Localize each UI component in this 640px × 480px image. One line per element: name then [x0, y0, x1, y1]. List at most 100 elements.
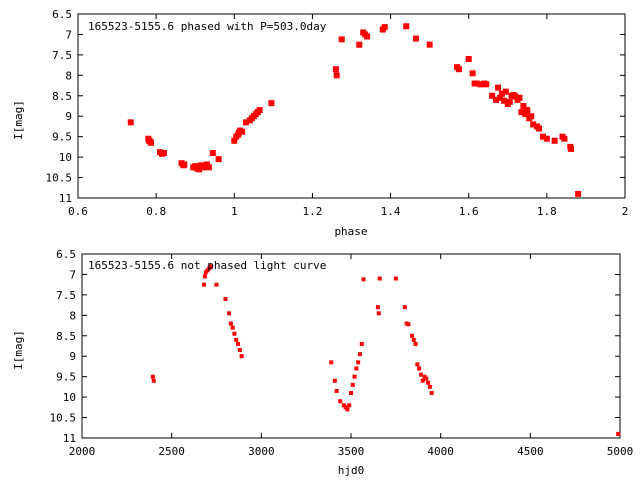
data-point	[234, 337, 239, 342]
y-tick-label: 6.5	[52, 8, 72, 21]
data-point	[403, 23, 410, 30]
phased-light-curve-panel: 0.6 0.8 1 1.2 1.4 1.6 1.8 2 6.5 7 7.5 8 8.5 9 9.5 10 10…	[12, 8, 628, 238]
data-point	[214, 282, 219, 287]
data-point	[418, 372, 423, 377]
x-tick-label: 0.8	[146, 205, 166, 218]
x-tick-label: 2500	[158, 445, 185, 458]
data-point	[568, 145, 575, 152]
data-point	[231, 137, 238, 144]
x-tick-label: 2	[622, 205, 629, 218]
data-point	[232, 331, 237, 336]
data-point	[506, 98, 513, 105]
y-tick-label: 11	[63, 432, 76, 445]
data-point	[539, 133, 546, 140]
data-point	[402, 305, 407, 310]
y-tick-label: 6.5	[56, 248, 76, 261]
y-tick-label: 8.5	[52, 90, 72, 103]
data-point	[205, 164, 212, 171]
data-point	[203, 270, 208, 275]
data-point	[376, 311, 381, 316]
data-point	[417, 366, 422, 371]
data-point	[243, 119, 250, 126]
plot-frame	[77, 13, 626, 199]
data-point	[489, 92, 496, 99]
data-point	[427, 384, 432, 389]
data-point	[411, 337, 416, 342]
x-tick-label: 1	[231, 205, 238, 218]
data-point	[393, 276, 398, 281]
data-point	[334, 388, 339, 393]
x-tick-labels: 2000 2500 3000 3500 4000 4500 5000	[69, 445, 634, 458]
data-point	[215, 156, 222, 163]
data-point	[426, 41, 433, 48]
y-tick-label: 8	[69, 309, 76, 322]
data-point	[196, 166, 203, 173]
data-point	[228, 321, 233, 326]
x-tick-label: 1.8	[537, 205, 557, 218]
data-point	[364, 33, 371, 40]
data-point	[518, 109, 525, 116]
data-point	[207, 266, 212, 271]
data-point	[352, 374, 357, 379]
y-axis-label: I[mag]	[12, 100, 25, 140]
x-tick-labels: 0.6 0.8 1 1.2 1.4 1.6 1.8 2	[68, 205, 628, 218]
x-tick-label: 1.4	[381, 205, 401, 218]
x-tick-label: 4000	[427, 445, 454, 458]
y-tick-label: 10	[63, 391, 76, 404]
x-axis-label: hjd0	[338, 464, 365, 477]
data-point	[381, 24, 388, 31]
plot-frame	[81, 253, 621, 439]
data-point	[424, 376, 429, 381]
y-tick-label: 10	[59, 151, 72, 164]
data-point	[455, 66, 462, 73]
data-point	[561, 135, 568, 142]
x-tick-label: 1.6	[459, 205, 479, 218]
y-tick-label: 7.5	[52, 49, 72, 62]
axis-ticks	[77, 13, 626, 199]
data-point	[239, 128, 246, 135]
data-point	[345, 407, 350, 412]
data-point	[227, 311, 232, 316]
data-point	[160, 150, 167, 157]
y-tick-label: 10.5	[46, 172, 73, 185]
data-point	[473, 80, 480, 87]
data-point	[237, 348, 242, 353]
data-point	[209, 150, 216, 157]
data-point	[616, 431, 621, 436]
y-tick-label: 9.5	[56, 371, 76, 384]
data-point	[415, 362, 420, 367]
data-point	[209, 264, 214, 269]
data-point	[236, 341, 241, 346]
data-point	[500, 97, 507, 104]
data-point	[528, 113, 535, 120]
data-point	[543, 135, 550, 142]
data-point	[349, 391, 353, 396]
data-point	[223, 296, 228, 301]
y-tick-labels: 6.5 7 7.5 8 8.5 9 9.5 10 10.5 11	[50, 248, 77, 445]
data-points	[127, 23, 582, 197]
y-tick-label: 9	[69, 350, 76, 363]
data-point	[477, 81, 484, 88]
data-point	[575, 190, 582, 197]
data-point	[530, 121, 537, 128]
data-point	[429, 391, 434, 396]
y-tick-label: 8.5	[56, 330, 76, 343]
data-point	[426, 380, 431, 385]
data-point	[256, 107, 263, 114]
data-point	[413, 341, 418, 346]
data-point	[202, 274, 207, 279]
y-axis-label: I[mag]	[12, 330, 25, 370]
data-point	[332, 378, 337, 383]
data-point	[329, 360, 334, 365]
data-point	[409, 333, 414, 338]
y-tick-label: 7	[69, 268, 76, 281]
data-point	[350, 382, 355, 387]
data-point	[343, 405, 348, 410]
data-point	[495, 84, 502, 91]
data-point	[151, 378, 156, 383]
y-tick-label: 8	[65, 69, 72, 82]
data-point	[356, 360, 361, 365]
data-point	[496, 94, 503, 101]
y-tick-labels: 6.5 7 7.5 8 8.5 9 9.5 10 10.5 11	[46, 8, 73, 205]
